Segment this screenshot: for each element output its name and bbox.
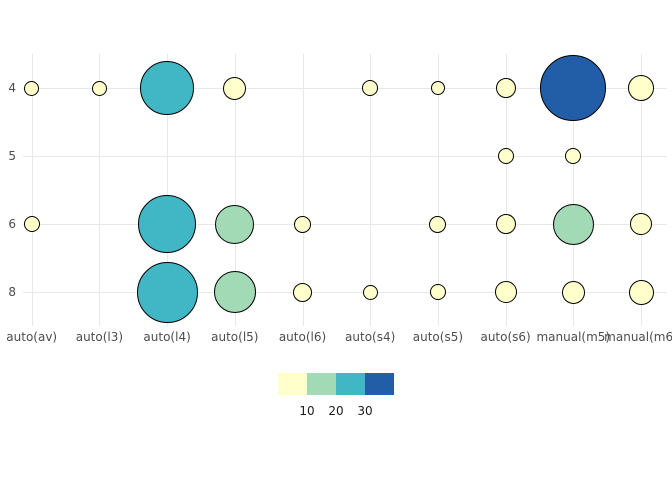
legend-break-label: 10 — [299, 404, 315, 418]
x-tick-label: auto(av) — [6, 330, 58, 344]
x-tick-label: manual(m6) — [604, 330, 672, 344]
v-gridline — [302, 54, 304, 326]
bubble-auto(l6)-cyl8 — [293, 282, 312, 302]
v-gridline — [31, 54, 33, 326]
bubble-manual(m6)-cyl6 — [630, 213, 652, 235]
v-gridline — [167, 54, 169, 326]
x-tick-label: manual(m5) — [536, 330, 611, 344]
v-gridline — [573, 54, 575, 326]
bubble-auto(s5)-cyl8 — [429, 284, 446, 300]
v-gridline — [99, 54, 101, 326]
v-gridline — [234, 54, 236, 326]
h-gridline — [23, 156, 667, 157]
x-tick-label: auto(s4) — [345, 330, 396, 344]
bubble-auto(l3)-cyl4 — [91, 80, 107, 96]
y-tick-label: 8 — [8, 285, 16, 299]
bubble-manual(m5)-cyl5 — [565, 148, 582, 164]
bubble-auto(l4)-cyl8 — [136, 261, 198, 323]
x-tick-label: auto(s6) — [480, 330, 531, 344]
legend-step-10-20 — [307, 373, 336, 395]
bubble-auto(s4)-cyl8 — [362, 284, 378, 300]
x-tick-label: auto(l6) — [278, 330, 327, 344]
bubble-manual(m5)-cyl6 — [552, 203, 594, 245]
h-gridline — [23, 88, 667, 89]
bubble-auto(l4)-cyl6 — [138, 195, 197, 253]
v-gridline — [641, 54, 642, 326]
legend-step-<10 — [278, 373, 307, 395]
y-tick-label: 4 — [8, 81, 16, 95]
v-gridline — [437, 54, 439, 326]
legend-step-20-30 — [336, 373, 365, 395]
x-tick-label: auto(s5) — [412, 330, 464, 344]
bubble-auto(s6)-cyl5 — [497, 148, 514, 164]
legend-step->30 — [365, 373, 394, 395]
bubble-manual(m6)-cyl4 — [628, 75, 654, 101]
bubble-auto(s6)-cyl8 — [494, 281, 517, 303]
bubble-auto(s6)-cyl4 — [495, 78, 516, 98]
bubble-manual(m6)-cyl8 — [628, 279, 654, 305]
bubble-auto(av)-cyl6 — [23, 216, 40, 232]
bubble-auto(l4)-cyl4 — [140, 61, 195, 115]
x-tick-label: auto(l3) — [75, 330, 124, 344]
h-gridline — [23, 292, 667, 293]
legend-break-label: 30 — [357, 404, 373, 418]
bubble-manual(m5)-cyl4 — [540, 55, 607, 121]
bubble-auto(s6)-cyl6 — [495, 214, 516, 234]
bubble-auto(l5)-cyl4 — [223, 76, 247, 100]
bubble-auto(l5)-cyl6 — [215, 204, 255, 244]
y-tick-label: 6 — [8, 217, 16, 231]
bubble-auto(av)-cyl4 — [24, 80, 40, 96]
y-tick-label: 5 — [8, 149, 16, 163]
bubble-auto(l5)-cyl8 — [213, 271, 256, 313]
v-gridline — [370, 54, 372, 326]
legend-break-label: 20 — [328, 404, 344, 418]
bubble-auto(s4)-cyl4 — [362, 80, 379, 96]
bubble-auto(l6)-cyl6 — [294, 215, 311, 233]
bubble-auto(s5)-cyl6 — [429, 215, 447, 233]
x-tick-label: auto(l5) — [211, 330, 259, 344]
bubble-manual(m5)-cyl8 — [561, 280, 585, 304]
x-tick-label: auto(l4) — [143, 330, 191, 344]
h-gridline — [23, 224, 667, 225]
v-gridline — [505, 54, 507, 326]
bubble-auto(s5)-cyl4 — [430, 81, 445, 95]
